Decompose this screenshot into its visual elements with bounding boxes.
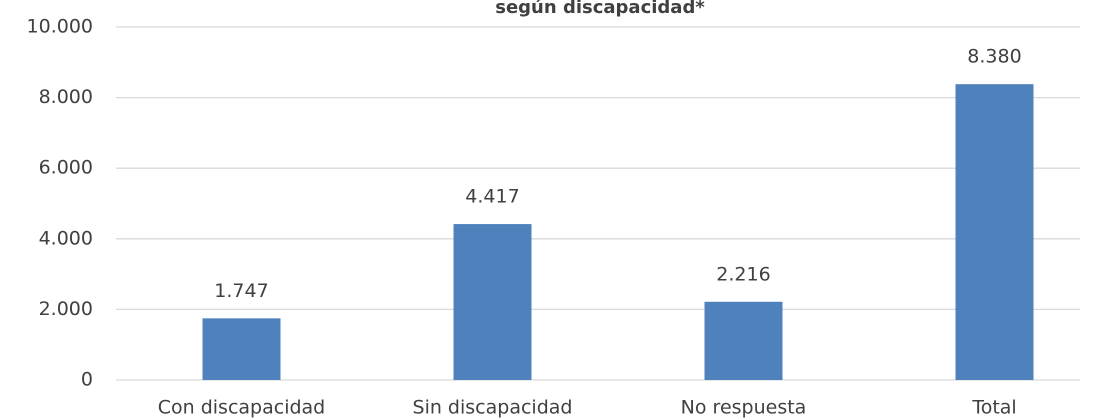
chart-title: según discapacidad* [495, 0, 705, 18]
data-label: 2.216 [716, 263, 770, 285]
y-tick-label: 0 [81, 369, 93, 391]
bar [202, 318, 281, 380]
x-tick-label: Sin discapacidad [413, 397, 573, 419]
data-label: 8.380 [967, 46, 1021, 68]
bar [955, 84, 1034, 380]
data-label: 1.747 [214, 280, 268, 302]
y-tick-label: 10.000 [27, 16, 93, 38]
bar [704, 301, 783, 380]
y-tick-label: 6.000 [39, 157, 93, 179]
x-tick-label: Con discapacidad [158, 397, 326, 419]
y-tick-label: 8.000 [39, 86, 93, 108]
bar [453, 224, 532, 380]
data-label: 4.417 [465, 186, 519, 208]
x-tick-label: Total [971, 397, 1016, 419]
y-tick-label: 2.000 [39, 298, 93, 320]
x-tick-label: No respuesta [681, 397, 807, 419]
y-tick-label: 4.000 [39, 227, 93, 249]
